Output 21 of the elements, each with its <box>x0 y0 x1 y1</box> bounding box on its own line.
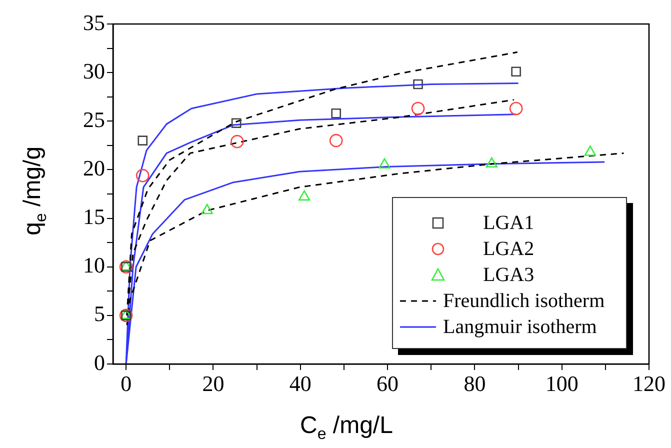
x-tick-label: 40 <box>289 370 312 396</box>
legend-label: LGA1 <box>483 212 534 234</box>
legend-label: LGA2 <box>483 238 534 260</box>
y-tick-label: 30 <box>83 58 105 84</box>
y-tick-label: 20 <box>83 155 105 180</box>
y-tick-label: 35 <box>83 10 105 35</box>
y-tick-label: 5 <box>94 301 105 326</box>
x-tick-label: 120 <box>632 370 666 396</box>
y-tick-label: 15 <box>83 204 105 230</box>
x-tick-label: 20 <box>202 370 224 396</box>
x-tick-label: 100 <box>545 370 578 396</box>
legend-label: Freundlich isotherm <box>443 290 605 312</box>
legend-label: Langmuir isotherm <box>443 316 597 338</box>
x-tick-label: 80 <box>464 370 486 396</box>
x-axis-title: C$_{e}$ /mg/L <box>300 412 393 444</box>
y-tick-label: 25 <box>83 106 105 132</box>
legend-label: LGA3 <box>483 264 534 286</box>
y-tick-label: 0 <box>94 350 105 375</box>
y-tick-label: 10 <box>83 252 105 278</box>
x-tick-label: 0 <box>120 370 132 396</box>
x-tick-label: 60 <box>376 370 399 396</box>
